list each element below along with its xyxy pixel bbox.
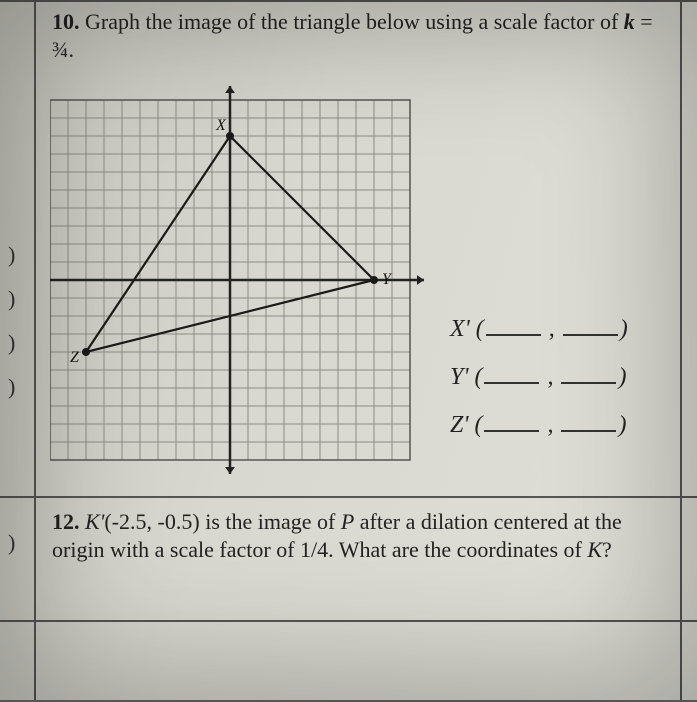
svg-text:X: X — [215, 117, 227, 134]
svg-text:Z: Z — [70, 349, 80, 366]
q12-qmark: ? — [602, 537, 612, 562]
answer-symbol: Y' — [450, 364, 468, 390]
q10-fraction: ¾ — [52, 37, 69, 62]
answer-blank-y[interactable] — [561, 362, 616, 384]
q12-Kprime: K' — [85, 509, 104, 534]
margin-mark: ) — [8, 286, 15, 312]
answer-blank-x[interactable] — [486, 314, 541, 336]
vertical-rule — [680, 0, 682, 700]
vertical-rule — [34, 0, 36, 700]
margin-mark: ) — [8, 330, 15, 356]
paren-close: ) — [618, 412, 626, 438]
answer-symbol: Z' — [450, 412, 468, 438]
paren-close: ) — [618, 364, 626, 390]
q12-P: P — [341, 509, 354, 534]
q12-mid: is the image of — [200, 509, 341, 534]
answer-blank-y[interactable] — [563, 314, 618, 336]
answer-row: X' ( , ) — [450, 305, 628, 353]
comma: , — [543, 316, 561, 342]
answer-blank-x[interactable] — [484, 410, 539, 432]
paren-open: ( — [474, 364, 482, 390]
q10-eq: = — [635, 9, 653, 34]
question-number: 12. — [52, 509, 80, 534]
paren-open: ( — [474, 412, 482, 438]
paren-close: ) — [620, 316, 628, 342]
figure-area: XYZ X' ( , )Y' ( , )Z' ( , ) — [50, 80, 670, 495]
answer-symbol: X' — [450, 316, 470, 342]
margin-mark: ) — [8, 374, 15, 400]
left-margin-column: ))))) — [0, 0, 34, 700]
q12-coords: (-2.5, -0.5) — [104, 509, 199, 534]
q10-period: . — [69, 37, 75, 62]
q10-k: k — [624, 9, 635, 34]
question-number: 10. — [52, 9, 80, 34]
question-10-text: 10. Graph the image of the triangle belo… — [40, 0, 680, 74]
comma: , — [541, 412, 559, 438]
margin-mark: ) — [8, 530, 15, 556]
grid-svg: XYZ — [50, 80, 430, 490]
q10-text: Graph the image of the triangle below us… — [85, 9, 624, 34]
answer-blank-x[interactable] — [484, 362, 539, 384]
paren-open: ( — [476, 316, 484, 342]
worksheet-page: ))))) 10. Graph the image of the triangl… — [0, 0, 697, 700]
answer-blank-y[interactable] — [561, 410, 616, 432]
answer-row: Z' ( , ) — [450, 401, 628, 449]
answer-row: Y' ( , ) — [450, 353, 628, 401]
horizontal-rule — [0, 620, 697, 622]
comma: , — [541, 364, 559, 390]
q12-K: K — [587, 537, 602, 562]
question-10-cell: 10. Graph the image of the triangle belo… — [40, 0, 680, 74]
margin-mark: ) — [8, 242, 15, 268]
answer-blanks: X' ( , )Y' ( , )Z' ( , ) — [450, 305, 628, 449]
horizontal-rule — [0, 496, 697, 498]
question-12-cell: 12. K'(-2.5, -0.5) is the image of P aft… — [40, 500, 680, 574]
coordinate-grid: XYZ — [50, 80, 410, 480]
